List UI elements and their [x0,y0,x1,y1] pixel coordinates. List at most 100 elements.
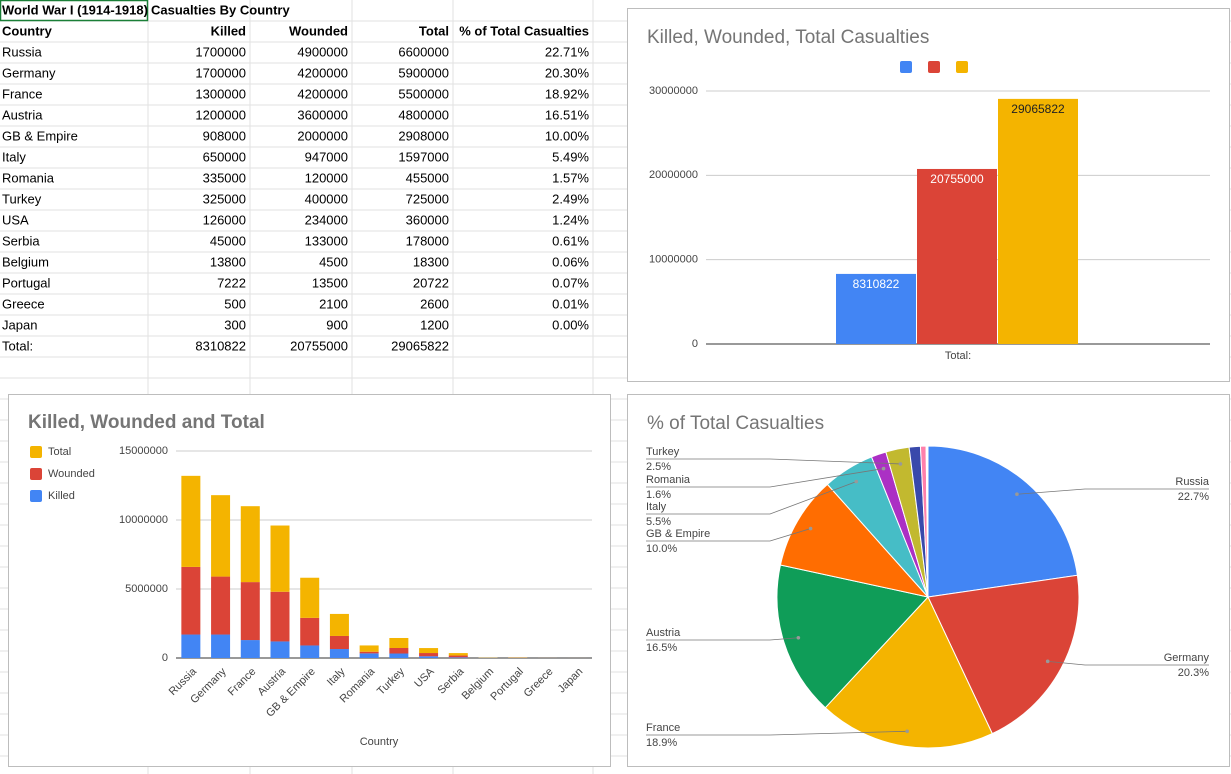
leader-dot [1015,492,1019,497]
table-cell: 0.00% [552,317,589,332]
table-cell: 5.49% [552,149,589,164]
table-cell: 1.57% [552,170,589,185]
table-cell: 1700000 [195,44,246,59]
table-cell: 8310822 [195,338,246,353]
table-cell: Serbia [2,233,40,248]
bar-segment [419,656,439,658]
legend-swatch [928,61,940,73]
slice-value-label: 22.7% [1178,491,1209,503]
leader-dot [881,466,886,471]
slice-value-label: 20.3% [1178,667,1209,679]
table-cell: 45000 [210,233,246,248]
leader-line [646,730,908,736]
table-cell: 13500 [312,275,348,290]
bar-segment [300,577,320,618]
y-tick-label: 10000000 [119,514,168,526]
table-cell: Portugal [2,275,51,290]
y-tick-label: 0 [692,338,698,350]
column-header: Wounded [289,23,348,38]
table-cell: 300 [224,317,246,332]
column-header: Killed [211,23,246,38]
table-cell: Russia [2,44,43,59]
legend-label: Wounded [48,468,95,480]
table-cell: 500 [224,296,246,311]
table-cell: 4500 [319,254,348,269]
bar-segment [359,645,379,652]
bar-segment [270,591,290,642]
y-tick-label: 20000000 [649,169,698,181]
table-cell: 29065822 [391,338,449,353]
pie-slice [927,574,1080,735]
table-cell: 4200000 [297,65,348,80]
table-cell: 900 [326,317,348,332]
table-cell: France [2,86,42,101]
table-cell: 5500000 [398,86,449,101]
slice-value-label: 18.9% [646,737,677,749]
table-cell: Austria [2,107,43,122]
bar-segment [448,657,468,658]
table-cell: 400000 [305,191,348,206]
bar-segment [419,648,439,654]
bar-value-label: 29065822 [1011,102,1065,116]
table-cell: 4200000 [297,86,348,101]
y-tick-label: 15000000 [119,445,168,457]
table-cell: 325000 [203,191,246,206]
slice-label: Russia [1175,476,1210,488]
table-cell: 1597000 [398,149,449,164]
table-cell: 908000 [203,128,246,143]
table-cell: 13800 [210,254,246,269]
y-tick-label: 0 [162,652,168,664]
leader-dot [1045,659,1050,664]
table-cell: 10.00% [545,128,590,143]
table-cell: 360000 [406,212,449,227]
bar-value-label: 20755000 [930,172,984,186]
slice-value-label: 5.5% [646,516,671,528]
table-cell: 0.07% [552,275,589,290]
table-cell: 5900000 [398,65,449,80]
table-cell: 650000 [203,149,246,164]
table-cell: 455000 [406,170,449,185]
bar-segment [389,637,409,648]
slice-value-label: 10.0% [646,543,677,555]
table-cell: 1300000 [195,86,246,101]
pie-slice [927,445,1078,598]
x-axis-label: Country [360,736,399,748]
table-cell: 7222 [217,275,246,290]
leader-line [646,481,857,515]
leader-line [646,637,799,641]
bar-segment [448,655,468,658]
column-header: Country [2,23,53,38]
table-cell: 2.49% [552,191,589,206]
legend-swatch [956,61,968,73]
bar-segment [211,576,231,635]
bar-segment [329,649,349,658]
leader-dot [898,462,903,466]
table-cell: 3600000 [297,107,348,122]
table-cell: Total: [2,338,33,353]
legend-swatch [900,61,912,73]
bar [998,98,1078,344]
bar-segment [389,647,409,654]
table-cell: 22.71% [545,44,590,59]
bar-segment [389,653,409,658]
table-cell: Germany [2,65,56,80]
slice-label: Germany [1164,652,1210,664]
leader-dot [905,729,909,734]
table-cell: 126000 [203,212,246,227]
slice-value-label: 2.5% [646,461,671,473]
y-tick-label: 30000000 [649,85,698,97]
legend-swatch [30,446,42,458]
table-cell: USA [2,212,29,227]
bar-segment [329,635,349,650]
chart: % of Total Casualties Russia 22.7% Germany 2… [627,394,1230,767]
table-cell: Romania [2,170,55,185]
table-cell: 18.92% [545,86,590,101]
slice-label: Austria [646,627,681,639]
leader-line [1016,488,1209,495]
table-cell: 1200000 [195,107,246,122]
bar-segment [181,634,201,658]
table-cell: 0.06% [552,254,589,269]
bar [917,168,997,344]
selected-cell [0,0,149,22]
legend-swatch [30,490,42,502]
